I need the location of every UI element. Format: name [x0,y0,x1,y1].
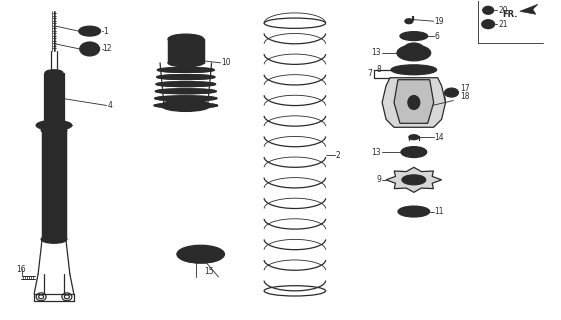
Ellipse shape [45,70,63,76]
Text: 7: 7 [367,69,372,78]
Ellipse shape [177,36,195,42]
Ellipse shape [404,43,424,55]
Ellipse shape [41,127,67,134]
Ellipse shape [156,82,215,87]
Ellipse shape [405,209,423,214]
Ellipse shape [398,206,430,217]
Ellipse shape [408,96,420,109]
Text: 21: 21 [498,20,508,29]
Ellipse shape [79,26,100,36]
Text: 9: 9 [376,175,381,184]
Text: 13: 13 [371,148,381,156]
Ellipse shape [168,34,204,44]
Ellipse shape [448,90,455,95]
Ellipse shape [485,8,491,12]
Ellipse shape [403,67,425,72]
Polygon shape [520,4,538,14]
Ellipse shape [405,19,413,24]
Polygon shape [382,78,445,127]
Text: FR.: FR. [502,10,518,19]
Ellipse shape [406,148,422,156]
Ellipse shape [154,103,218,108]
Ellipse shape [411,99,417,107]
Text: 12: 12 [103,44,112,53]
Ellipse shape [408,177,420,183]
Ellipse shape [168,59,204,67]
Ellipse shape [85,29,95,34]
Bar [168,39,204,63]
Polygon shape [386,167,442,192]
Text: 16: 16 [16,265,26,274]
Text: 11: 11 [435,207,444,216]
Ellipse shape [391,65,436,75]
Bar [42,130,66,239]
Ellipse shape [410,150,418,154]
Polygon shape [394,80,434,123]
Text: 8: 8 [376,65,381,74]
Ellipse shape [158,68,214,72]
Text: 18: 18 [461,92,470,101]
Text: 20: 20 [498,6,508,15]
Ellipse shape [41,235,67,243]
Text: 10: 10 [222,58,231,67]
Ellipse shape [86,46,94,52]
Ellipse shape [400,32,427,41]
Ellipse shape [402,175,426,185]
Text: 17: 17 [461,84,470,93]
Ellipse shape [82,43,96,51]
Ellipse shape [485,22,491,27]
Ellipse shape [397,45,431,61]
Ellipse shape [409,47,419,54]
Ellipse shape [155,96,217,101]
Ellipse shape [157,75,215,80]
Ellipse shape [401,147,427,157]
Ellipse shape [482,20,495,29]
Text: 13: 13 [371,48,381,57]
Ellipse shape [397,66,431,73]
Ellipse shape [50,71,58,75]
Ellipse shape [43,122,65,128]
Bar [45,73,63,125]
Text: 15: 15 [204,267,213,276]
Text: 6: 6 [435,32,439,41]
Ellipse shape [191,250,210,258]
Ellipse shape [410,210,418,213]
Ellipse shape [409,135,419,140]
Ellipse shape [80,42,100,56]
Text: 19: 19 [435,17,444,26]
Ellipse shape [444,88,458,97]
Text: 1: 1 [104,27,108,36]
Ellipse shape [177,245,224,263]
Ellipse shape [482,6,494,14]
Text: 2: 2 [335,150,341,160]
Ellipse shape [185,248,217,260]
Ellipse shape [36,120,72,130]
Ellipse shape [407,34,421,39]
Ellipse shape [171,102,201,109]
Text: 4: 4 [108,101,112,110]
Ellipse shape [161,100,210,111]
Text: 14: 14 [435,133,444,142]
Ellipse shape [155,89,216,94]
